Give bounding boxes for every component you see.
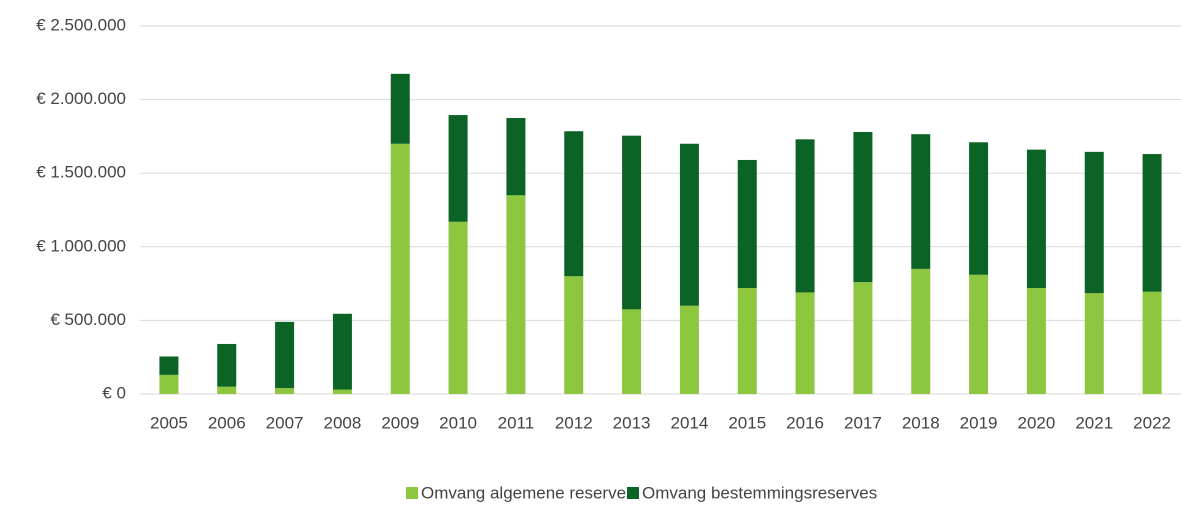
- x-tick-label: 2017: [844, 413, 882, 432]
- bar-segment: [448, 221, 468, 394]
- bar-segment: [506, 118, 526, 196]
- bar-segment: [275, 321, 295, 389]
- x-tick-label: 2015: [728, 413, 766, 432]
- bar-segment: [506, 195, 526, 394]
- bar-segment: [217, 343, 237, 387]
- bar-segment: [159, 356, 179, 375]
- x-tick-label: 2021: [1075, 413, 1113, 432]
- bar-segment: [679, 305, 699, 394]
- bar-segment: [564, 131, 584, 277]
- bar-segment: [622, 135, 642, 310]
- legend-label: Omvang algemene reserves: [421, 483, 635, 502]
- x-tick-label: 2008: [324, 413, 362, 432]
- bar-segment: [1142, 291, 1162, 394]
- bar-segment: [332, 389, 352, 394]
- x-tick-label: 2014: [671, 413, 709, 432]
- x-tick-label: 2011: [498, 413, 535, 432]
- bar-segment: [159, 374, 179, 394]
- bar-segment: [217, 386, 237, 394]
- bar-segment: [737, 288, 757, 394]
- bar-segment: [795, 292, 815, 394]
- bar-segment: [332, 313, 352, 390]
- x-tick-label: 2013: [613, 413, 651, 432]
- legend-swatch: [406, 487, 418, 499]
- bar-segment: [622, 309, 642, 394]
- bar-segment: [911, 268, 931, 394]
- bar-segment: [564, 276, 584, 394]
- bar-segment: [390, 143, 410, 394]
- bar-segment: [795, 139, 815, 293]
- x-tick-label: 2018: [902, 413, 940, 432]
- bar-segment: [1142, 154, 1162, 292]
- x-tick-label: 2019: [960, 413, 998, 432]
- bar-segment: [1026, 149, 1046, 289]
- y-tick-label: € 2.500.000: [36, 15, 126, 34]
- x-tick-label: 2020: [1018, 413, 1056, 432]
- legend-label: Omvang bestemmingsreserves: [642, 483, 877, 502]
- legend-swatch: [627, 487, 639, 499]
- y-tick-label: € 1.500.000: [36, 163, 126, 182]
- x-tick-label: 2006: [208, 413, 246, 432]
- bar-segment: [853, 282, 873, 394]
- bar-segment: [911, 134, 931, 269]
- bar-segment: [1084, 151, 1104, 294]
- bar-segment: [853, 131, 873, 283]
- x-tick-label: 2022: [1133, 413, 1171, 432]
- bar-segment: [969, 142, 989, 275]
- y-tick-label: € 1.000.000: [36, 236, 126, 255]
- bar-segment: [737, 159, 757, 289]
- bar-segment: [275, 388, 295, 394]
- y-tick-label: € 2.000.000: [36, 89, 126, 108]
- x-tick-label: 2009: [381, 413, 419, 432]
- x-tick-label: 2005: [150, 413, 188, 432]
- y-tick-label: € 0: [102, 383, 126, 402]
- bar-segment: [679, 143, 699, 306]
- bar-segment: [390, 73, 410, 144]
- bar-segment: [1026, 288, 1046, 394]
- x-tick-label: 2010: [439, 413, 477, 432]
- x-tick-label: 2007: [266, 413, 304, 432]
- bar-segment: [448, 115, 468, 222]
- x-tick-label: 2016: [786, 413, 824, 432]
- y-tick-label: € 500.000: [50, 310, 126, 329]
- bar-segment: [969, 274, 989, 394]
- x-tick-label: 2012: [555, 413, 593, 432]
- bar-segment: [1084, 293, 1104, 394]
